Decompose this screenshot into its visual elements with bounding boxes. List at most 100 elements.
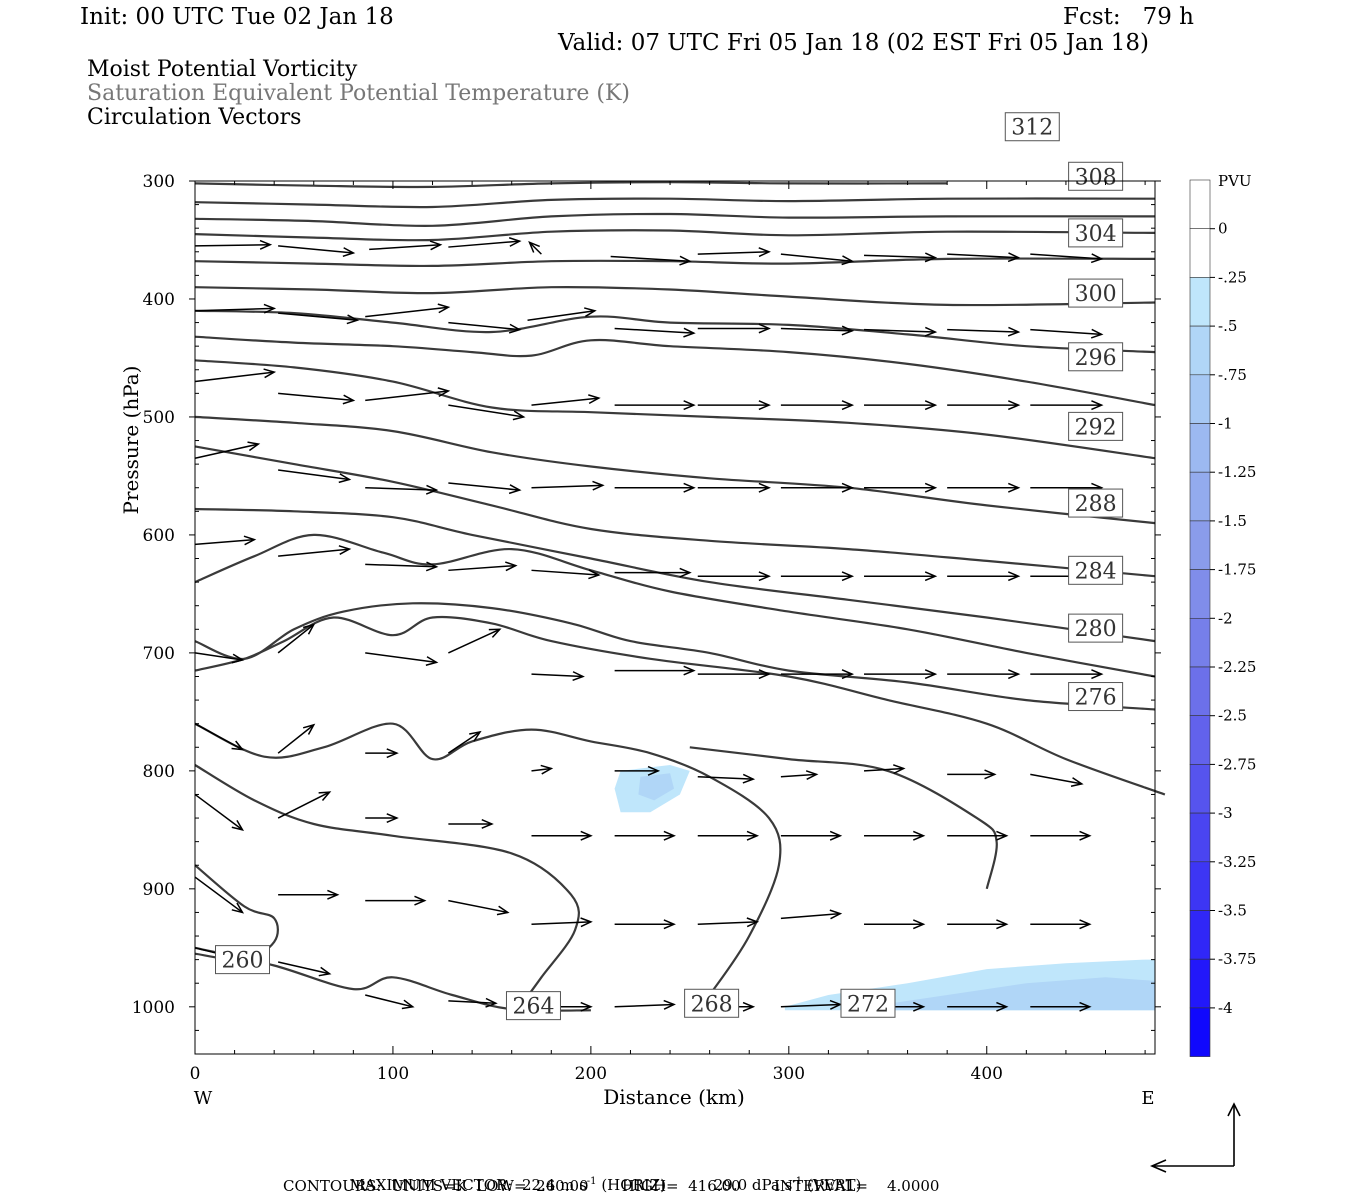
vector-head (758, 571, 771, 582)
contour-label-box (1068, 342, 1124, 372)
contour-labels: 260 264 268 272 276 280 284 288 292 296 300 304 308 3… (215, 112, 1124, 1021)
colorbar-swatch (1189, 617, 1211, 668)
vector-shaft (277, 961, 330, 975)
vector-head (758, 669, 771, 680)
vector-head (758, 482, 771, 493)
isentrope-292 (194, 415, 1156, 525)
vector-shaft (531, 921, 591, 925)
vector-head (231, 819, 245, 832)
x-tick-label: 0 (190, 1064, 201, 1084)
plot-frame (194, 180, 1156, 1055)
colorbar-swatch (1189, 179, 1211, 230)
contour-label: 312 (1011, 116, 1053, 141)
y-tick-label: 400 (143, 290, 175, 310)
vector-head (429, 240, 443, 251)
vector-head (572, 671, 585, 682)
vector-head (924, 326, 938, 337)
isentrope-268 (194, 722, 782, 1008)
vector-head (924, 571, 938, 582)
vector-shaft (278, 312, 358, 321)
colorbar-label: -2.75 (1218, 755, 1256, 773)
vector-head (580, 830, 593, 841)
colorbar-swatch (1189, 861, 1211, 911)
colorbar-label: -1.75 (1218, 561, 1256, 579)
vector-head (805, 770, 819, 781)
colorbar-swatch (1189, 910, 1211, 960)
vector-shaft (448, 1000, 496, 1005)
vector-head (841, 482, 855, 493)
vector-head (996, 1001, 1009, 1012)
east-label: E (1141, 1088, 1154, 1109)
vector-head (263, 368, 277, 379)
horiz-suffix: (HORIZ) (601, 1176, 667, 1194)
vector-head (984, 769, 997, 780)
vector-head (338, 473, 352, 484)
contour-label: 304 (1075, 222, 1117, 247)
vector-head (263, 303, 277, 314)
isentrope-280 (194, 533, 1156, 678)
colorbar-swatch (1189, 374, 1211, 424)
colorbar-label: -.25 (1218, 268, 1247, 286)
colorbar-title: PVU (1218, 172, 1252, 190)
colorbar-label: -3.5 (1218, 902, 1247, 920)
contour-label: 276 (1075, 686, 1117, 711)
vector-shaft (448, 404, 524, 418)
vector-shaft (531, 397, 599, 406)
y-tick-label: 1000 (132, 998, 175, 1018)
vector-head (318, 791, 332, 801)
vector-head (1007, 571, 1021, 582)
vector-head (469, 730, 482, 742)
vector-head (663, 919, 676, 930)
vector-shaft (278, 245, 354, 254)
vector-shaft (780, 912, 841, 920)
contour-label-box (840, 988, 896, 1018)
valid-time: Valid: 07 UTC Fri 05 Jan 18 (02 EST Fri … (558, 30, 1149, 56)
vector-shaft (194, 793, 243, 831)
vector-head (437, 303, 451, 314)
colorbar-label: -.75 (1218, 366, 1247, 384)
pv-shading (614, 765, 1155, 1011)
vector-shaft (697, 776, 754, 780)
title-vectors: Circulation Vectors (87, 105, 302, 130)
vector-head (841, 571, 855, 582)
vector-head (584, 307, 597, 318)
vector-shaft (864, 254, 936, 259)
vector-shaft (448, 482, 520, 491)
x-tick-label: 400 (971, 1064, 1003, 1084)
vector-head (588, 394, 601, 405)
max-vector-vert: 29.0 dPa s (713, 1176, 793, 1194)
vector-shaft (369, 243, 441, 251)
contour-label: 272 (847, 992, 889, 1017)
vector-head (758, 323, 771, 334)
circulation-vectors (194, 237, 1104, 1012)
vector-head (592, 480, 605, 491)
vector-head (912, 1001, 926, 1012)
vector-head (996, 919, 1009, 930)
vector-head (488, 628, 502, 638)
vector-head (1091, 400, 1104, 411)
isentrope-288 (194, 445, 1156, 578)
vector-shaft (528, 241, 542, 255)
y-tick-label: 800 (143, 762, 175, 782)
vector-shaft (365, 563, 437, 568)
vector-head (342, 394, 356, 405)
colorbar-swatch (1189, 715, 1211, 765)
vector-shaft (277, 724, 315, 754)
vector-head (243, 535, 257, 546)
vert-suffix: (VERT) (806, 1176, 862, 1194)
vector-shaft (447, 731, 481, 754)
colorbar-swatch (1189, 1007, 1211, 1057)
colorbar-label: 0 (1218, 220, 1228, 238)
vector-shaft (194, 307, 275, 312)
contours-info: CONTOURS: UNITS=K LOW= 260.00 HIGH= 416.… (283, 1177, 940, 1195)
isentrope-upper-15 (194, 212, 1156, 227)
vector-head (496, 905, 510, 916)
vector-head (663, 830, 676, 841)
vector-head (1090, 253, 1104, 264)
max-vector-line: MAXIMUM VECTOR: 22.4 m s-1 (HORIZ) 29.0 … (340, 1158, 862, 1194)
vector-head (1007, 482, 1021, 493)
contour-label-box (1068, 161, 1124, 191)
vector-shaft (194, 443, 259, 459)
vector-head (1007, 252, 1021, 263)
vector-shaft (365, 994, 413, 1008)
